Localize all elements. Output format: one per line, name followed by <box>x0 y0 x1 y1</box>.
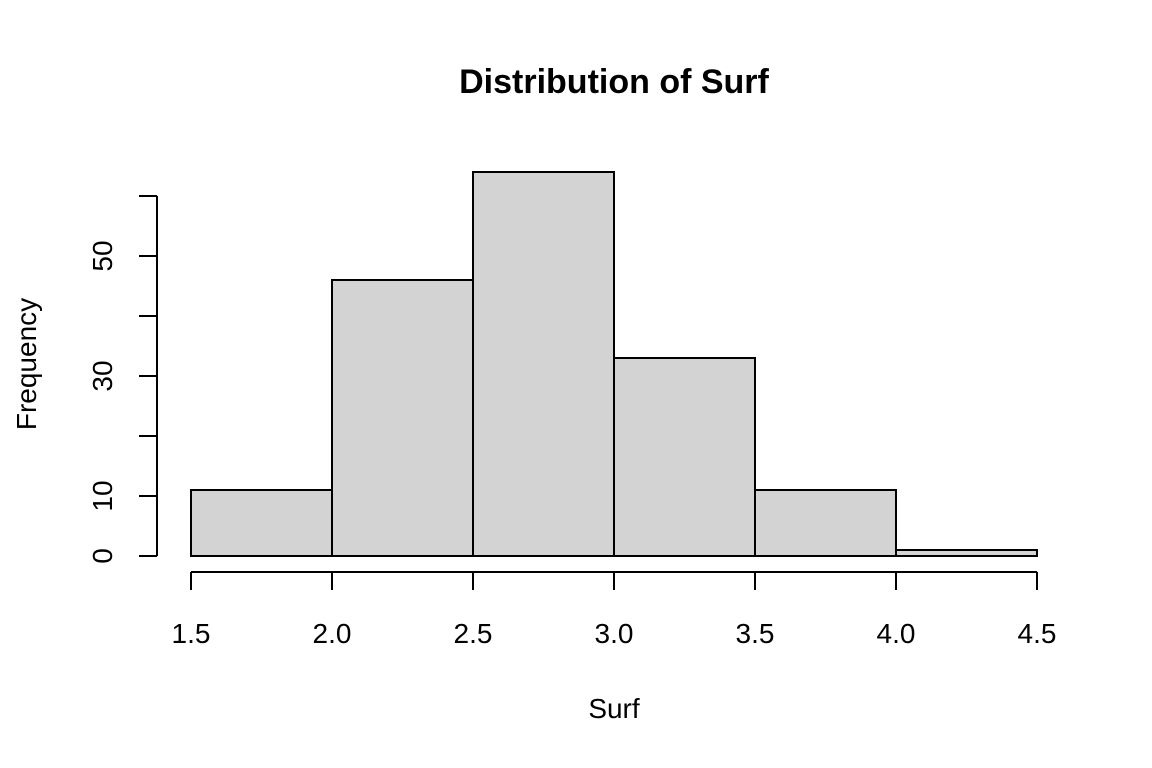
x-tick-label: 3.0 <box>595 618 634 649</box>
y-tick-label: 10 <box>87 480 118 511</box>
histogram-bar <box>754 489 897 557</box>
x-tick-label: 3.5 <box>736 618 775 649</box>
x-tick-label: 2.5 <box>454 618 493 649</box>
y-tick-label: 0 <box>87 548 118 564</box>
x-tick-label: 4.5 <box>1018 618 1057 649</box>
histogram-bar <box>331 279 474 557</box>
x-tick-label: 1.5 <box>172 618 211 649</box>
x-axis-label: Surf <box>588 693 640 724</box>
y-axis: 0 10 30 50 <box>87 195 158 564</box>
x-axis: 1.5 2.0 2.5 3.0 3.5 4.0 4.5 <box>172 571 1057 649</box>
histogram-bar <box>472 171 615 557</box>
x-tick-label: 2.0 <box>313 618 352 649</box>
histogram-bar <box>190 489 333 557</box>
histogram-bar <box>613 357 756 557</box>
y-tick-label: 30 <box>87 360 118 391</box>
y-axis-label: Frequency <box>11 298 42 430</box>
histogram-bar <box>895 549 1038 557</box>
chart-title: Distribution of Surf <box>459 63 769 101</box>
bars-group <box>190 171 1038 557</box>
y-tick-label: 50 <box>87 240 118 271</box>
x-tick-label: 4.0 <box>877 618 916 649</box>
